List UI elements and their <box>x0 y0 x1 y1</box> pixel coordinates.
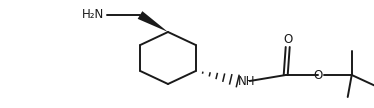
Text: H₂N: H₂N <box>82 9 104 21</box>
Text: O: O <box>283 33 292 46</box>
Text: NH: NH <box>238 75 255 87</box>
Text: O: O <box>313 68 322 82</box>
Polygon shape <box>138 11 168 32</box>
